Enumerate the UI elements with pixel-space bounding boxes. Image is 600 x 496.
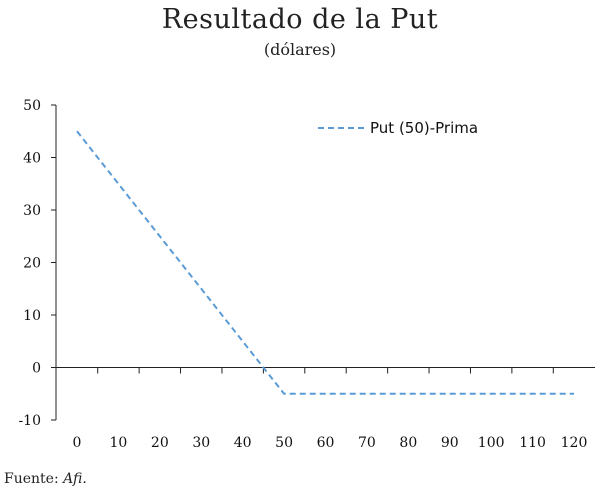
chart-title: Resultado de la Put (161, 4, 439, 35)
chart-subtitle: (dólares) (263, 40, 337, 59)
source-name: Afi. (63, 471, 87, 487)
y-tick-label: 10 (23, 308, 41, 324)
x-tick-label: 120 (561, 435, 588, 451)
x-axis-ticks: 0 10 20 30 40 50 60 70 80 90 100 110 120 (73, 367, 588, 451)
x-tick-label: 20 (151, 435, 169, 451)
legend-label: Put (50)-Prima (370, 119, 478, 137)
x-tick-label: 80 (399, 435, 417, 451)
x-tick-label: 30 (192, 435, 210, 451)
y-tick-label: 0 (32, 361, 41, 377)
source-label: Fuente: (4, 471, 64, 487)
series-layer (76, 130, 574, 395)
y-tick-label: 40 (23, 151, 41, 167)
source-note: Fuente: Afi. (4, 471, 87, 487)
x-tick-label: 50 (275, 435, 293, 451)
x-tick-label: 10 (110, 435, 128, 451)
legend: Put (50)-Prima (318, 119, 478, 137)
series-line (76, 130, 574, 395)
y-axis-ticks: 50 40 30 20 10 0 -10 (18, 98, 56, 429)
x-tick-label: 60 (317, 435, 335, 451)
y-tick-label: 50 (23, 98, 41, 114)
x-tick-label: 70 (358, 435, 376, 451)
axes (55, 105, 595, 420)
x-tick-label: 40 (234, 435, 252, 451)
x-tick-label: 100 (478, 435, 505, 451)
y-tick-label: -10 (18, 413, 41, 429)
x-tick-label: 110 (519, 435, 546, 451)
x-tick-label: 90 (441, 435, 459, 451)
y-tick-label: 20 (23, 256, 41, 272)
x-tick-label: 0 (73, 435, 82, 451)
y-tick-label: 30 (23, 203, 41, 219)
